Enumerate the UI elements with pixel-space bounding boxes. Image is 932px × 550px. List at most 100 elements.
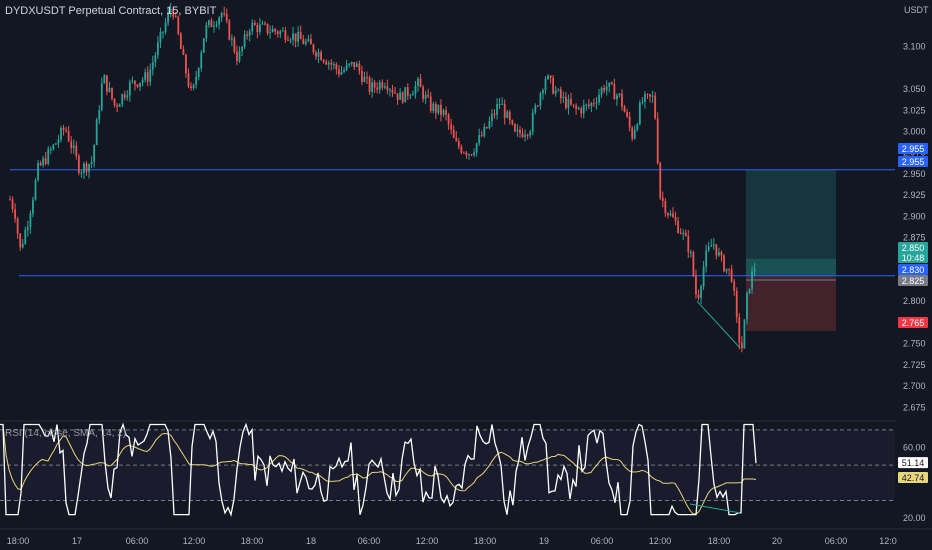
candle xyxy=(654,92,657,120)
rsi-title: RSI (14, close, SMA, 14, 2) xyxy=(5,428,127,439)
candle xyxy=(488,116,491,130)
candle-body xyxy=(42,158,45,166)
candle xyxy=(389,87,391,97)
candle xyxy=(493,109,496,119)
candle xyxy=(225,8,228,24)
candle xyxy=(126,90,129,101)
candle xyxy=(343,67,345,74)
candle-body xyxy=(412,93,414,96)
candle xyxy=(100,77,103,112)
rsi-divergence-line xyxy=(689,503,741,514)
candle xyxy=(366,71,368,84)
candle-body xyxy=(460,146,463,153)
candle xyxy=(687,229,690,259)
candle xyxy=(616,93,618,106)
candle xyxy=(330,59,333,71)
candle-body xyxy=(95,119,98,146)
candle xyxy=(213,20,215,33)
candle xyxy=(434,101,437,120)
candle xyxy=(39,160,42,167)
candle-body xyxy=(531,112,534,132)
candle xyxy=(656,112,659,165)
candle-body xyxy=(674,217,677,222)
candle-body xyxy=(304,41,307,45)
candle-body xyxy=(399,92,402,100)
candle-body xyxy=(376,87,379,90)
candle xyxy=(440,99,442,122)
candle-body xyxy=(562,96,565,99)
candle-body xyxy=(348,63,351,65)
candle xyxy=(259,18,261,36)
candle xyxy=(429,91,432,113)
candle-body xyxy=(483,126,486,137)
candle-body xyxy=(151,62,154,70)
candle xyxy=(340,65,343,76)
candle xyxy=(162,31,164,39)
candle-body xyxy=(98,109,101,120)
candle xyxy=(503,99,506,125)
candle-body xyxy=(751,271,753,289)
candle-body xyxy=(134,80,136,85)
candle-body xyxy=(11,199,14,210)
candle-body xyxy=(345,64,348,70)
candle xyxy=(65,126,67,133)
candle xyxy=(649,93,651,103)
candle-body xyxy=(608,82,611,87)
candle-body xyxy=(37,163,39,181)
candle xyxy=(427,88,430,99)
candle xyxy=(582,99,585,119)
candle-body xyxy=(720,252,723,256)
candle xyxy=(519,126,521,138)
candle xyxy=(83,161,85,180)
candle xyxy=(475,142,478,157)
candle xyxy=(103,74,106,84)
candle xyxy=(567,94,570,115)
price-tick-label: 3.025 xyxy=(903,105,926,115)
candle-body xyxy=(320,52,322,61)
candle xyxy=(697,289,700,301)
candle-body xyxy=(616,95,618,100)
candle-body xyxy=(501,103,504,105)
candle xyxy=(600,86,603,98)
candle xyxy=(111,87,113,101)
candle-body xyxy=(220,13,223,18)
candle-body xyxy=(253,22,256,26)
candle xyxy=(547,74,549,81)
price-label-bg xyxy=(898,275,928,286)
candle-body xyxy=(488,120,491,129)
candle-body xyxy=(735,291,738,318)
candle xyxy=(386,79,389,95)
candle-body xyxy=(570,98,572,105)
rsi-ma-text: 42.74 xyxy=(902,473,925,483)
candle xyxy=(455,131,458,142)
candle xyxy=(24,226,27,245)
candle xyxy=(253,20,256,26)
candle-body xyxy=(710,245,713,247)
candle xyxy=(746,291,748,325)
price-tick-label: 2.725 xyxy=(903,360,926,370)
candle-body xyxy=(587,104,590,107)
candle xyxy=(664,198,667,217)
candle xyxy=(289,37,292,44)
candle-body xyxy=(661,197,664,201)
candle xyxy=(445,106,447,121)
candle-body xyxy=(116,105,118,107)
candle xyxy=(590,101,593,113)
candle-body xyxy=(738,317,741,343)
candle-body xyxy=(401,92,404,103)
rsi-line xyxy=(0,422,757,517)
candle xyxy=(223,6,226,17)
candle xyxy=(118,103,121,107)
candle-body xyxy=(307,38,310,42)
price-label-text: 10:48 xyxy=(902,253,925,263)
candle-body xyxy=(213,25,215,28)
candle xyxy=(205,21,208,43)
candle-body xyxy=(700,286,702,299)
candle xyxy=(514,123,516,133)
candle xyxy=(613,78,616,100)
candle xyxy=(157,36,159,59)
candle-body xyxy=(230,38,233,40)
candle xyxy=(549,75,552,84)
candle xyxy=(371,77,373,98)
